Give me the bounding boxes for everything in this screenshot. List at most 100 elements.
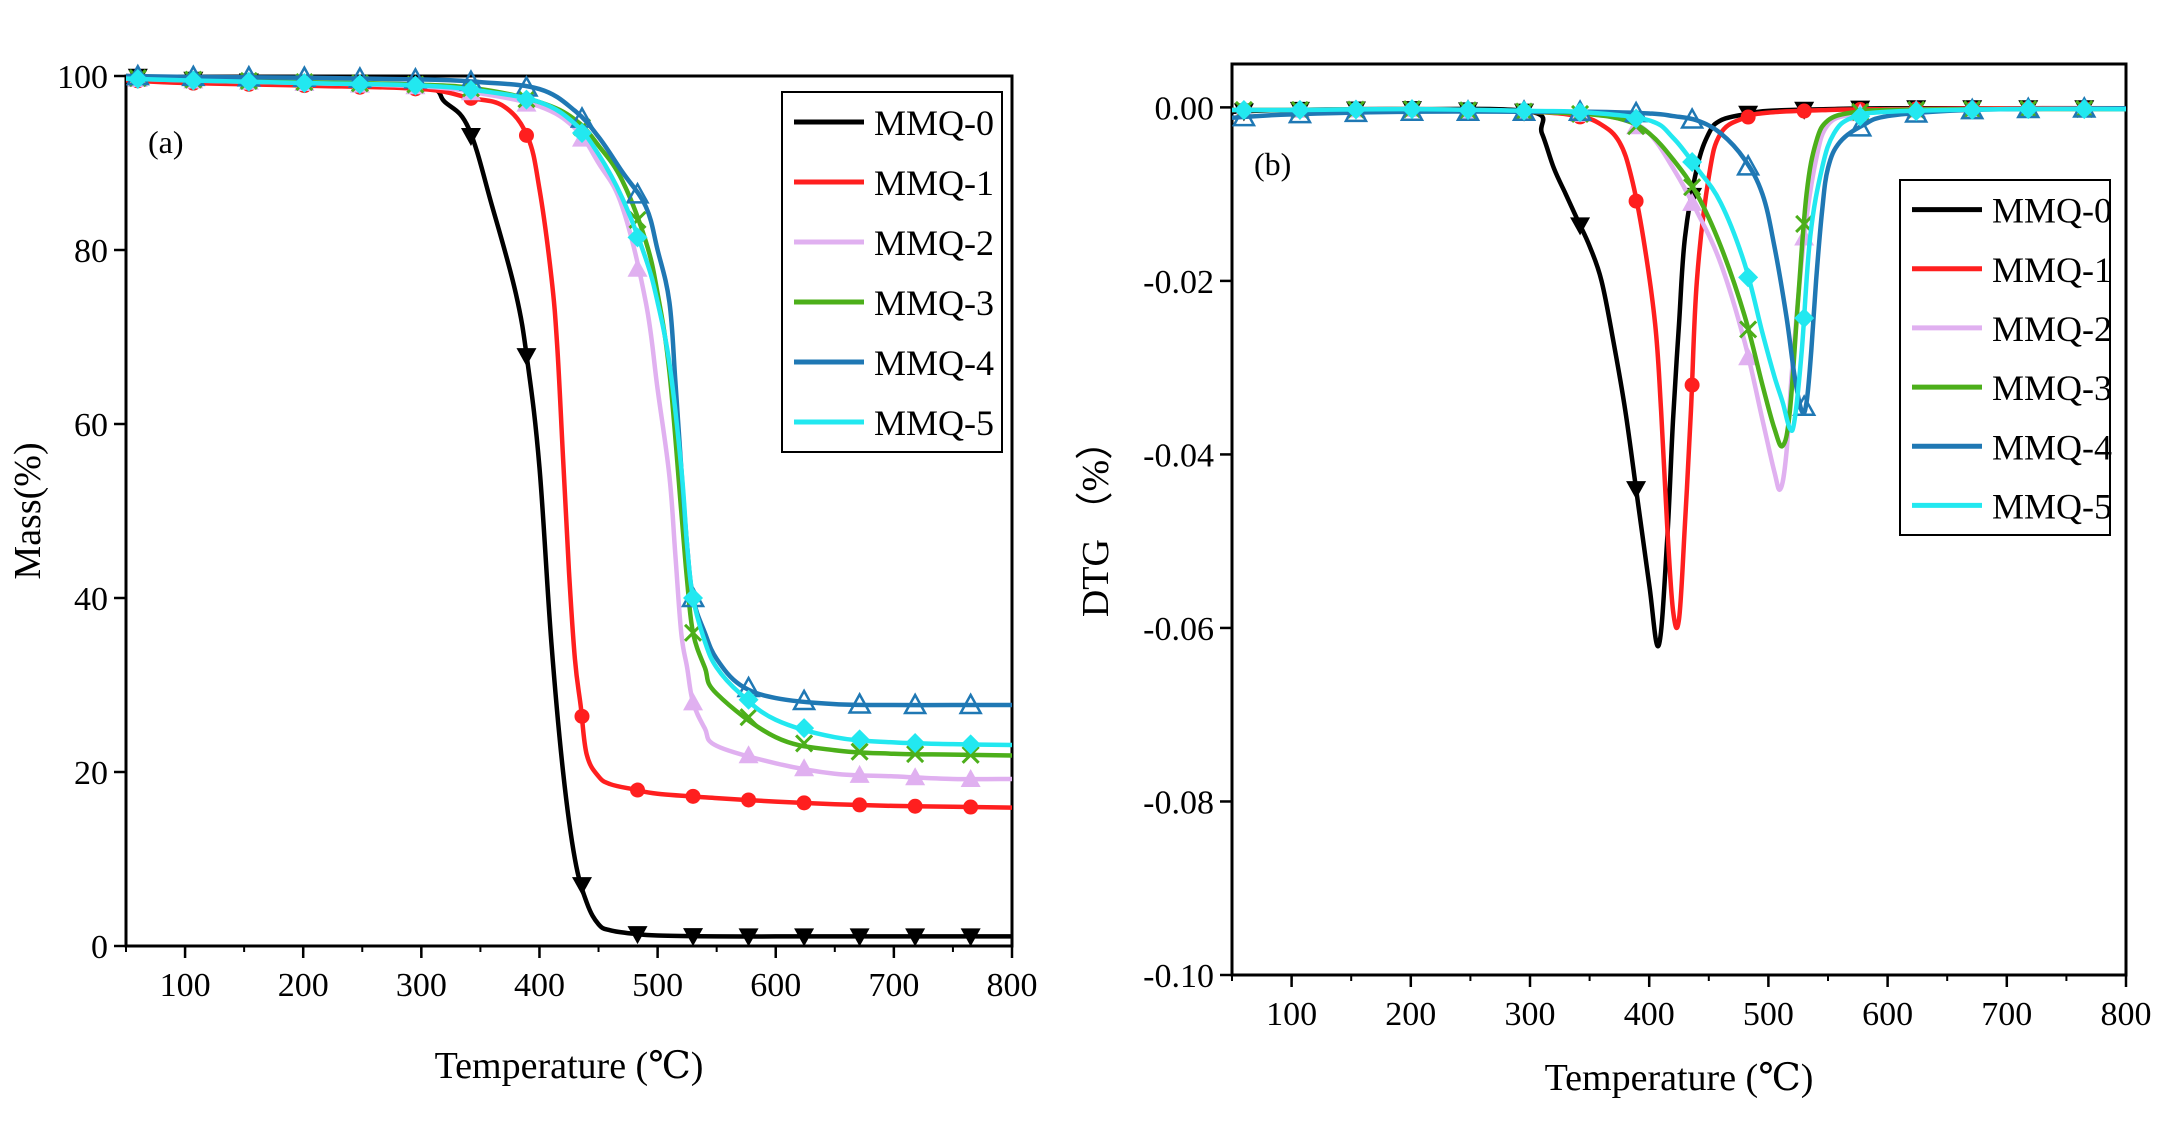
plot-frame <box>1230 62 2128 977</box>
x-axis-title: Temperature (℃) <box>1545 1057 1814 1099</box>
data-point <box>516 348 537 367</box>
data-point <box>627 926 648 945</box>
data-point <box>238 71 259 92</box>
data-point <box>738 928 759 946</box>
legend-label: MMQ-1 <box>874 163 994 203</box>
data-point <box>571 877 592 896</box>
series-line-mmq-0 <box>126 73 1012 939</box>
x-tick-label: 400 <box>514 967 565 1004</box>
data-point <box>1679 106 1705 129</box>
data-point <box>795 734 814 753</box>
data-point <box>961 745 980 764</box>
data-point <box>1289 99 1310 120</box>
y-tick-label: -0.06 <box>1143 611 1214 648</box>
legend: MMQ-0 MMQ-1 MMQ-2 MMQ-3 MMQ-4 MMQ-5 <box>781 91 1003 453</box>
legend-label: MMQ-5 <box>1992 486 2112 526</box>
data-point <box>1626 481 1647 500</box>
x-tick-label: 300 <box>1505 996 1556 1033</box>
data-point <box>794 928 815 946</box>
data-point <box>627 227 648 248</box>
data-point <box>1740 109 1756 125</box>
data-point <box>796 795 812 811</box>
data-point <box>794 718 815 739</box>
data-point <box>683 588 704 608</box>
data-point <box>963 799 979 815</box>
data-point <box>738 745 759 764</box>
panel-label: (a) <box>148 124 184 160</box>
data-point <box>627 258 648 277</box>
x-tick-label: 200 <box>278 967 329 1004</box>
x-tick-label: 400 <box>1624 996 1675 1033</box>
panel-a-chart: 100 200 300 400 500 600 700 800 0 20 40 60 80 100 Temp… <box>7 59 1038 1087</box>
legend-box <box>1899 179 2111 536</box>
data-point <box>1792 394 1817 416</box>
y-axis-title: DTG （%） <box>1075 422 1117 617</box>
x-tick-label: 100 <box>160 967 211 1004</box>
data-point <box>460 128 481 147</box>
data-point <box>685 788 701 804</box>
legend-label: MMQ-4 <box>874 343 994 383</box>
data-point <box>849 729 870 750</box>
data-point <box>1796 103 1812 119</box>
data-point <box>960 734 981 755</box>
data-point <box>1794 308 1815 329</box>
x-tick-label: 500 <box>632 967 683 1004</box>
legend-label: MMQ-0 <box>874 103 994 143</box>
data-point <box>1232 104 1257 127</box>
data-point <box>183 70 204 91</box>
data-point <box>574 708 590 724</box>
data-point <box>1684 377 1700 393</box>
data-point <box>903 692 928 715</box>
y-tick-label: 80 <box>74 233 108 270</box>
panel-label: (b) <box>1254 146 1291 182</box>
data-point <box>625 181 650 204</box>
data-point <box>1345 99 1366 120</box>
data-point <box>1570 102 1591 123</box>
legend-label: MMQ-2 <box>874 223 994 263</box>
x-tick-label: 200 <box>1385 996 1436 1033</box>
data-point <box>1458 99 1479 120</box>
data-point <box>1848 114 1873 137</box>
y-tick-label: 0 <box>91 929 108 966</box>
x-tick-label: 800 <box>2101 996 2152 1033</box>
data-point <box>850 742 869 761</box>
plot-frame <box>124 74 1014 948</box>
x-tick-label: 700 <box>868 967 919 1004</box>
data-point <box>1738 347 1759 366</box>
x-tick-label: 100 <box>1266 996 1317 1033</box>
x-tick-label: 800 <box>987 967 1038 1004</box>
data-point <box>1682 152 1703 173</box>
data-point <box>907 798 923 814</box>
legend-label: MMQ-5 <box>874 403 994 443</box>
x-tick-label: 500 <box>1743 996 1794 1033</box>
data-point <box>2018 99 2039 120</box>
data-point <box>739 708 758 727</box>
legend-label: MMQ-4 <box>1992 427 2112 467</box>
data-point <box>960 768 981 787</box>
data-point <box>1850 106 1871 127</box>
series-line-mmq-5 <box>1232 106 2126 433</box>
y-tick-label: -0.08 <box>1143 784 1214 821</box>
series-line-mmq-1 <box>126 78 1012 810</box>
data-point <box>518 127 534 143</box>
legend-label: MMQ-3 <box>874 283 994 323</box>
legend-label: MMQ-0 <box>1992 191 2112 231</box>
y-tick-label: 40 <box>74 581 108 618</box>
data-point <box>905 928 926 946</box>
data-point <box>683 692 704 711</box>
data-point <box>905 767 926 786</box>
series-line-mmq-4 <box>126 73 1012 708</box>
legend-label: MMQ-1 <box>1992 250 2112 290</box>
y-tick-label: 20 <box>74 755 108 792</box>
data-point <box>1682 192 1703 211</box>
data-point <box>1906 101 1927 122</box>
x-axis-title: Temperature (℃) <box>435 1045 704 1087</box>
data-point <box>349 74 370 95</box>
data-point <box>960 928 981 946</box>
data-point <box>1739 320 1758 339</box>
legend-box <box>781 91 1003 453</box>
data-point <box>741 792 757 808</box>
data-point <box>791 688 817 711</box>
legend: MMQ-0 MMQ-1 MMQ-2 MMQ-3 MMQ-4 MMQ-5 <box>1899 179 2112 536</box>
data-point <box>849 764 870 783</box>
